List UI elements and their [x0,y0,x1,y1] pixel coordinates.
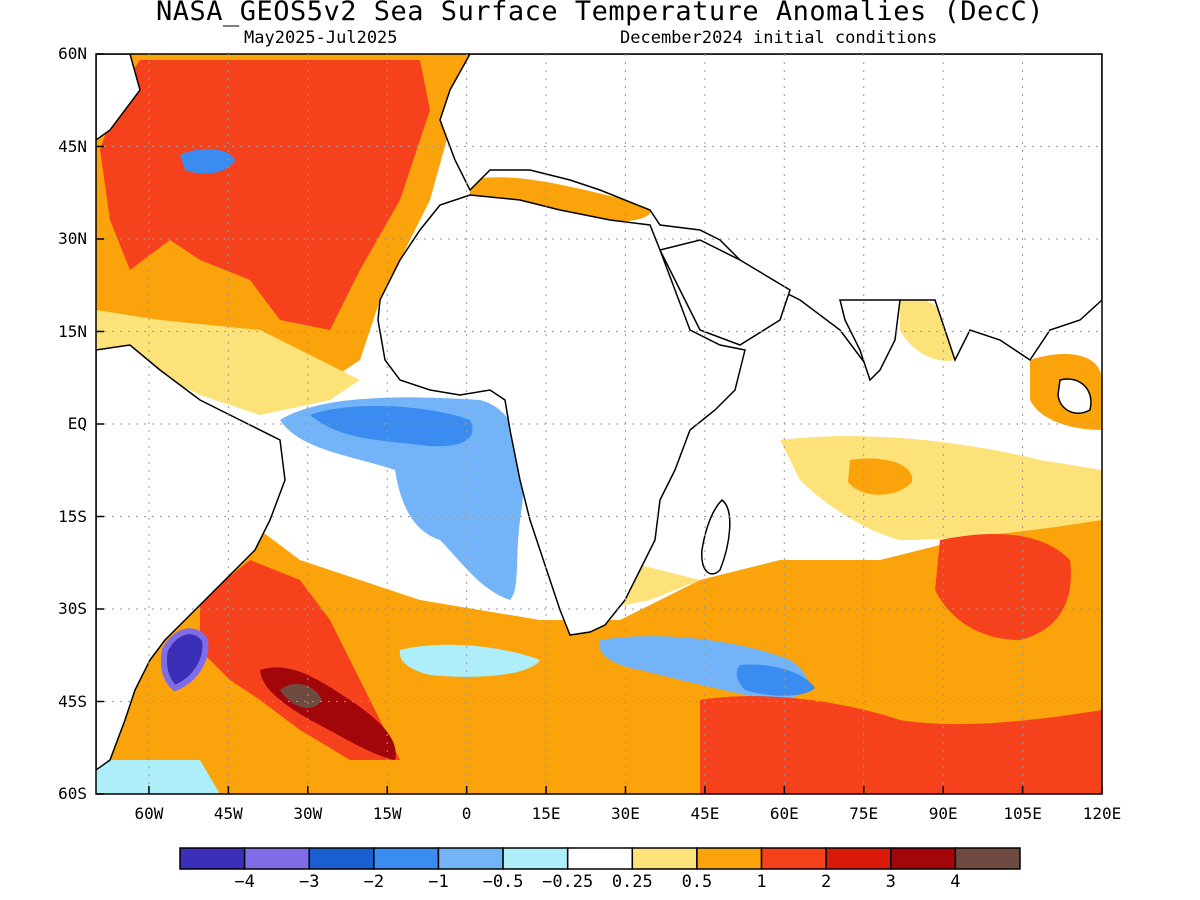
anomaly-equatorial-cool [280,397,524,600]
colorbar-swatch [308,847,375,870]
colorbar-swatch [373,847,440,870]
graticule [96,54,1102,794]
lon-label: 120E [1082,804,1122,823]
colorbar-label: 4 [950,872,961,892]
lon-label: 90E [928,804,958,823]
colorbar-label: 0.5 [681,872,713,892]
colorbar-label: −1 [428,872,449,892]
axis-ticks [96,53,1103,795]
anomaly-south-west-atlantic-cool [96,760,220,794]
colorbar-label: 0.25 [611,872,653,892]
lat-label: 30S [58,599,87,618]
anomaly-east-indian-strong [935,534,1071,640]
lon-label: 60W [134,804,164,823]
colorbar-swatch [566,847,634,870]
anomaly-equatorial-core [310,405,473,447]
lat-label: 30N [58,229,87,248]
colorbar-swatch [890,847,957,870]
colorbar-label: 1 [756,872,767,892]
south-america-landmass [96,344,286,771]
colorbar-label: −4 [234,872,255,892]
borneo-island [1057,378,1092,414]
lon-label: 75E [849,804,879,823]
india-subcontinent [839,299,901,382]
anomaly-south-atlantic-extreme [280,683,322,709]
anomaly-falklands-cool [163,631,206,688]
anomaly-indian-ocean-warm [848,458,913,495]
map-subtitle-period: May2025-Jul2025 [244,28,398,48]
lon-label: 0 [461,804,472,823]
anomaly-falklands-ring [160,628,209,692]
colorbar [179,847,1021,870]
north-america-edge [96,54,141,141]
lon-label: 60E [769,804,799,823]
lat-label: 45S [58,691,87,711]
colorbar-swatch [437,847,504,870]
lat-label: 60S [58,784,87,803]
colorbar-label: 3 [885,872,896,892]
lat-label: 15S [58,506,87,526]
colorbar-swatch [631,847,698,870]
lat-label: 15N [58,321,87,341]
colorbar-label: 2 [821,872,832,892]
anomaly-north-atlantic-strong [100,60,430,330]
anomaly-south-cool-streak [399,644,540,677]
colorbar-label: −0.25 [542,872,594,892]
colorbar-swatch [179,847,246,870]
anomaly-indian-ocean-pale [780,436,1102,540]
colorbar-swatch [825,847,892,870]
africa-landmass [377,194,746,636]
map-title: NASA_GEOS5v2 Sea Surface Temperature Ano… [155,0,1045,27]
lon-label: 15W [372,804,402,823]
lon-label: 45W [213,804,243,823]
lon-label: 15E [531,804,561,823]
lon-label: 30E [611,804,640,823]
colorbar-label: −3 [298,872,320,892]
lon-label: 45E [690,804,720,823]
colorbar-label: −2 [363,872,385,892]
colorbar-swatch [760,847,827,870]
colorbar-label: −0.5 [482,872,524,892]
anomaly-mediterranean-warm [470,177,652,222]
lon-label: 30W [293,804,323,823]
lat-label: 60N [58,44,87,63]
lat-label: 45N [58,136,87,156]
map-subtitle-init: December2024 initial conditions [620,28,938,48]
lon-label: 105E [1003,804,1042,823]
colorbar-swatch [243,847,310,870]
arabian-peninsula [658,239,791,346]
colorbar-swatch [696,847,763,870]
anomaly-subtropical-pale [96,310,360,415]
land-outlines [96,54,1102,771]
anomaly-south-indian-strong [700,696,1102,794]
anomaly-agulhas-core [736,664,815,696]
colorbar-swatch [954,847,1021,870]
lat-label: EQ [67,414,87,433]
colorbar-swatch [502,847,569,870]
anomaly-gulf-stream-cool [180,148,235,174]
madagascar [701,499,731,575]
